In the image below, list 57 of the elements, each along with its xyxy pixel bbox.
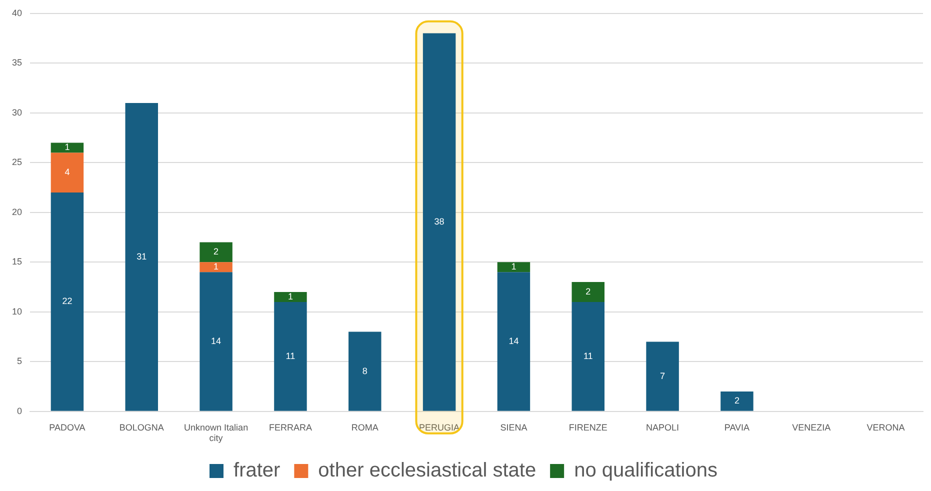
bar bbox=[274, 292, 307, 302]
data-label: 4 bbox=[64, 167, 70, 178]
bar bbox=[200, 242, 232, 262]
legend-label: other ecclesiastical state bbox=[318, 460, 536, 482]
x-tick-label: PERUGIA bbox=[419, 422, 460, 432]
y-tick-label: 15 bbox=[12, 256, 22, 267]
data-label: 2 bbox=[214, 246, 219, 257]
x-tick-label: VENEZIA bbox=[792, 422, 831, 432]
data-label: 14 bbox=[211, 336, 222, 346]
data-label: 2 bbox=[734, 396, 740, 406]
x-tick-label: NAPOLI bbox=[646, 422, 680, 432]
legend-label: frater bbox=[234, 460, 281, 482]
bar bbox=[200, 262, 232, 272]
bar bbox=[50, 192, 84, 411]
x-tick-label: BOLOGNA bbox=[119, 422, 164, 432]
y-tick-label: 40 bbox=[12, 8, 22, 18]
data-label: 7 bbox=[660, 370, 666, 381]
data-label: 38 bbox=[434, 216, 444, 227]
x-tick-label: PAVIA bbox=[724, 422, 750, 432]
bar bbox=[720, 392, 754, 411]
data-label: 22 bbox=[62, 296, 72, 306]
bar bbox=[125, 102, 158, 411]
data-label: 1 bbox=[511, 262, 516, 272]
bar bbox=[572, 302, 604, 411]
bar bbox=[50, 142, 84, 153]
x-tick-label: SIENA bbox=[500, 422, 528, 432]
x-tick-label: Unknown Italian city bbox=[184, 422, 248, 444]
data-label: 31 bbox=[136, 251, 147, 262]
y-tick-label: 20 bbox=[12, 206, 22, 217]
y-tick-label: 5 bbox=[16, 356, 22, 366]
bar bbox=[572, 282, 604, 302]
x-tick-label: FERRARA bbox=[268, 422, 312, 432]
x-tick-label: ROMA bbox=[351, 422, 378, 432]
bar bbox=[497, 262, 530, 272]
data-label: 8 bbox=[362, 366, 368, 376]
y-tick-label: 0 bbox=[16, 406, 22, 416]
y-tick-label: 25 bbox=[12, 157, 22, 168]
data-label: 14 bbox=[508, 336, 519, 346]
data-label: 11 bbox=[286, 350, 296, 361]
y-tick-label: 35 bbox=[12, 58, 22, 68]
data-label: 2 bbox=[586, 286, 591, 296]
legend-label: no qualifications bbox=[574, 460, 718, 482]
x-tick-label: VERONA bbox=[866, 422, 905, 432]
x-tick-label: PADOVA bbox=[49, 422, 86, 432]
data-label: 1 bbox=[64, 142, 70, 152]
y-tick-label: 30 bbox=[12, 107, 22, 118]
bar bbox=[646, 342, 679, 411]
bar bbox=[497, 272, 530, 411]
bar bbox=[50, 152, 84, 192]
bar bbox=[274, 302, 307, 411]
data-label: 1 bbox=[214, 262, 219, 272]
bar bbox=[200, 272, 232, 411]
data-label: 1 bbox=[288, 291, 293, 302]
x-tick-label: FIRENZE bbox=[568, 422, 608, 432]
bar bbox=[348, 332, 382, 411]
y-tick-label: 10 bbox=[12, 306, 22, 316]
data-label: 11 bbox=[583, 350, 593, 361]
